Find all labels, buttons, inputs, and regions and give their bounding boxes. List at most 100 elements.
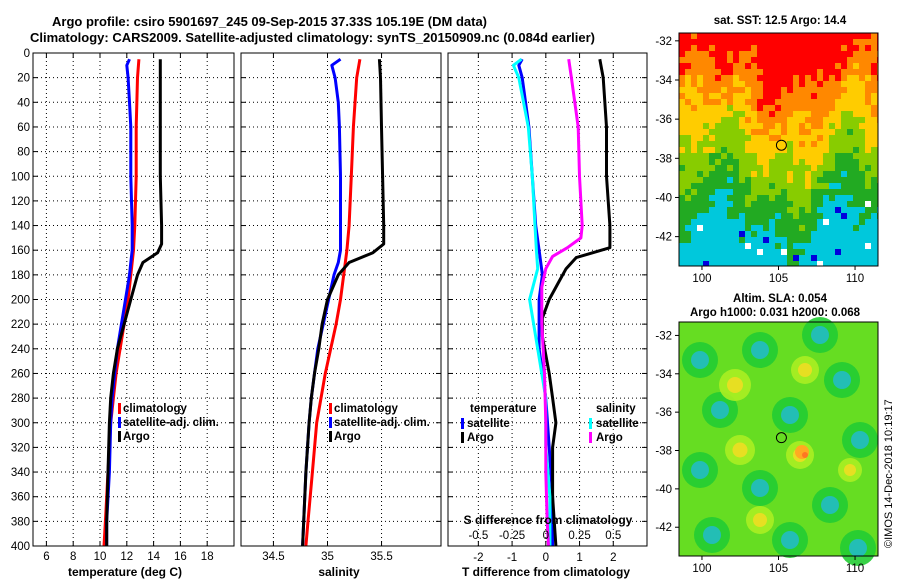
sst-cell	[691, 141, 697, 147]
sst-cell	[811, 117, 817, 123]
sst-cell	[685, 63, 691, 69]
sst-cell	[859, 159, 865, 165]
sst-cell	[853, 183, 859, 189]
sst-cell	[733, 249, 739, 255]
sst-cell	[781, 243, 787, 249]
sst-cell	[853, 261, 859, 266]
x-tick-label: 2	[610, 552, 616, 564]
sst-cell	[793, 177, 799, 183]
sst-cell	[841, 231, 847, 237]
sst-cell	[751, 63, 757, 69]
sst-cell	[805, 207, 811, 213]
sst-cell	[817, 135, 823, 141]
sst-cell	[697, 123, 703, 129]
sst-cell	[781, 255, 787, 261]
sst-cell	[685, 81, 691, 87]
map-x-tick-label: 110	[846, 273, 864, 285]
legend-swatch	[589, 432, 592, 443]
sst-cell	[775, 165, 781, 171]
sst-cell	[775, 243, 781, 249]
sst-cell	[751, 201, 757, 207]
sst-cell	[781, 87, 787, 93]
sst-cell	[841, 105, 847, 111]
sst-cell	[781, 57, 787, 63]
sst-cell	[823, 219, 829, 225]
sst-cell	[811, 129, 817, 135]
sst-cell	[679, 165, 685, 171]
sst-cell	[727, 45, 733, 51]
sst-cell	[721, 177, 727, 183]
sst-cell	[691, 111, 697, 117]
sst-cell	[691, 57, 697, 63]
sst-cell	[853, 39, 859, 45]
sst-cell	[739, 111, 745, 117]
x-axis-label: T difference from climatology	[462, 565, 630, 579]
sst-cell	[727, 111, 733, 117]
sst-cell	[691, 75, 697, 81]
sst-cell	[721, 141, 727, 147]
sst-cell	[871, 171, 877, 177]
sst-cell	[685, 153, 691, 159]
sst-cell	[829, 189, 835, 195]
sst-cell	[853, 255, 859, 261]
sst-cell	[727, 75, 733, 81]
sst-cell	[775, 177, 781, 183]
sst-cell	[691, 171, 697, 177]
sst-cell	[817, 141, 823, 147]
sst-cell	[751, 171, 757, 177]
sst-cell	[697, 195, 703, 201]
sst-cell	[805, 255, 811, 261]
sst-cell	[775, 57, 781, 63]
sst-cell	[871, 201, 877, 207]
sst-cell	[733, 261, 739, 266]
sst-cell	[751, 105, 757, 111]
sst-cell	[871, 135, 877, 141]
sst-cell	[871, 219, 877, 225]
sst-cell	[859, 135, 865, 141]
depth-tick-label: 280	[11, 393, 30, 405]
sst-cell	[751, 87, 757, 93]
sst-cell	[721, 33, 727, 39]
map-y-tick-label: -42	[655, 232, 672, 244]
sst-cell	[757, 261, 763, 266]
sst-cell	[733, 117, 739, 123]
sst-cell	[865, 135, 871, 141]
sst-cell	[847, 171, 853, 177]
sst-cell	[709, 183, 715, 189]
sst-cell	[679, 45, 685, 51]
sst-cell	[811, 195, 817, 201]
sst-cell	[871, 105, 877, 111]
sst-cell	[733, 39, 739, 45]
sst-cell	[757, 219, 763, 225]
sst-cell	[763, 201, 769, 207]
depth-tick-label: 160	[11, 245, 30, 257]
sst-cell	[739, 135, 745, 141]
sst-cell	[697, 33, 703, 39]
sst-cell	[811, 219, 817, 225]
sla-low-eddy	[751, 341, 769, 359]
sst-cell	[691, 117, 697, 123]
sst-cell	[727, 129, 733, 135]
sst-cell	[787, 183, 793, 189]
sst-cell	[727, 177, 733, 183]
sst-cell	[769, 255, 775, 261]
sst-cell	[679, 63, 685, 69]
sst-cell	[739, 117, 745, 123]
sst-cell	[703, 177, 709, 183]
sst-cell	[679, 99, 685, 105]
sst-cell	[697, 243, 703, 249]
sst-cell	[817, 105, 823, 111]
sst-cell	[733, 105, 739, 111]
sst-cell	[841, 255, 847, 261]
sst-cell	[805, 57, 811, 63]
sst-cell	[835, 51, 841, 57]
sst-cell	[823, 93, 829, 99]
sst-cell	[835, 33, 841, 39]
sst-cell	[697, 39, 703, 45]
sst-cell	[715, 141, 721, 147]
sst-cell	[727, 39, 733, 45]
sst-cell	[805, 147, 811, 153]
sst-cell	[871, 153, 877, 159]
sst-cell	[709, 231, 715, 237]
sst-cell	[709, 69, 715, 75]
